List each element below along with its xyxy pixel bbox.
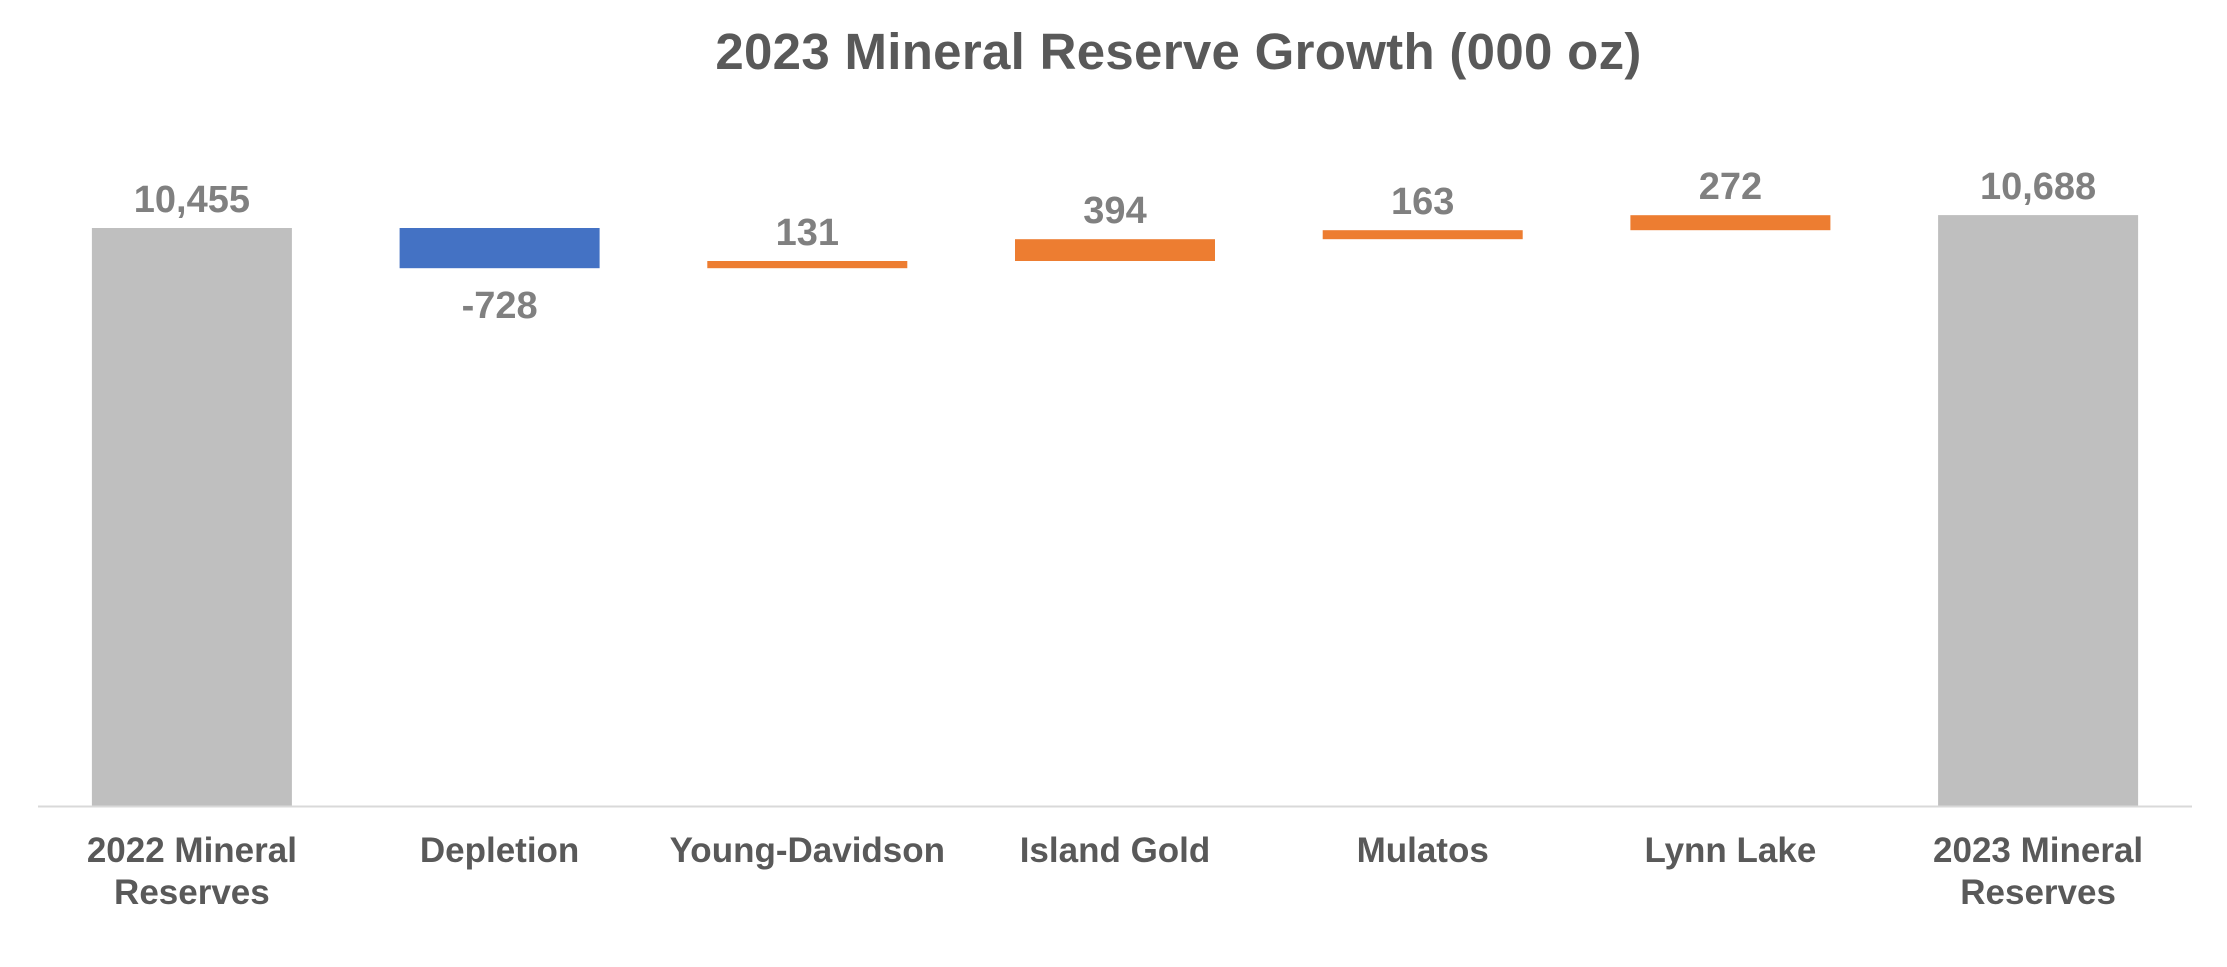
category-label-2: Young-Davidson [670, 831, 945, 870]
data-label-1: -728 [462, 285, 538, 327]
bar-5 [1630, 215, 1831, 231]
bar-0 [91, 228, 292, 806]
chart-title: 2023 Mineral Reserve Growth (000 oz) [715, 23, 1642, 80]
bar-3 [1015, 239, 1215, 261]
data-label-6: 10,688 [1980, 166, 2096, 208]
data-label-0: 10,455 [134, 179, 250, 221]
category-label-6: 2023 Mineral Reserves [1933, 831, 2143, 912]
category-label-3: Island Gold [1020, 831, 1211, 870]
category-label-line: Young-Davidson [670, 831, 945, 870]
bar-2 [707, 261, 908, 269]
category-label-line: Island Gold [1020, 831, 1211, 870]
category-label-4: Mulatos [1357, 831, 1489, 870]
category-label-1: Depletion [420, 831, 579, 870]
category-label-line: Depletion [420, 831, 579, 870]
data-label-2: 131 [776, 212, 839, 254]
data-label-3: 394 [1083, 190, 1146, 232]
data-label-4: 163 [1391, 181, 1454, 223]
bar-1 [399, 228, 600, 269]
category-label-line: 2023 Mineral [1933, 831, 2143, 870]
category-label-5: Lynn Lake [1644, 831, 1816, 870]
category-label-line: 2022 Mineral [87, 831, 297, 870]
bar-4 [1322, 230, 1523, 240]
data-label-5: 272 [1699, 166, 1762, 208]
bar-6 [1938, 215, 2139, 807]
category-label-line: Mulatos [1357, 831, 1489, 870]
category-label-0: 2022 Mineral Reserves [87, 831, 297, 912]
category-label-line: Reserves [114, 873, 270, 912]
category-label-line: Reserves [1960, 873, 2116, 912]
category-label-line: Lynn Lake [1644, 831, 1816, 870]
